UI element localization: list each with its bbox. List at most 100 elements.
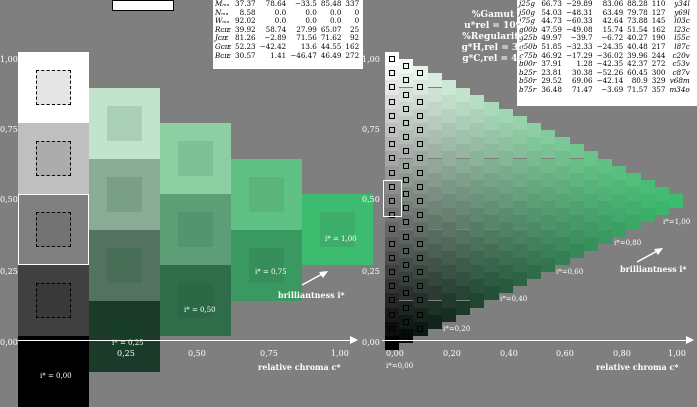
color-sample-inner bbox=[107, 105, 142, 141]
table-cell: 88.28 bbox=[627, 0, 648, 8]
dashed-marker bbox=[417, 325, 424, 332]
table-cell: 23.81 bbox=[541, 67, 562, 77]
triangle-color-cell bbox=[427, 115, 442, 131]
color-sample-inner bbox=[107, 176, 142, 212]
table-cell: 0.0 bbox=[329, 16, 342, 26]
table-cell: 162 bbox=[651, 24, 666, 34]
dashed-marker bbox=[389, 198, 395, 204]
table-cell: 329 bbox=[651, 76, 666, 86]
dashed-marker bbox=[403, 205, 410, 212]
table-cell: 71.47 bbox=[571, 84, 593, 94]
triangle-color-cell bbox=[385, 222, 400, 237]
triangle-color-cell bbox=[413, 179, 428, 194]
table-cell: 8.58 bbox=[239, 7, 256, 17]
triangle-color-cell bbox=[427, 144, 442, 159]
triangle-color-cell bbox=[654, 186, 669, 202]
table-cell: 66.73 bbox=[541, 0, 562, 8]
triangle-color-cell bbox=[427, 257, 442, 273]
right-y-tick-050: 0,50 bbox=[362, 195, 380, 204]
left-x-tick-025: 0,25 bbox=[117, 349, 135, 358]
triangle-color-cell bbox=[512, 115, 527, 131]
g-crel-value: g*C,rel = 40 bbox=[462, 54, 524, 64]
color-sample-inner bbox=[178, 141, 213, 176]
table-cell: j75g bbox=[519, 16, 535, 26]
table-row: Gᴄɪᴇ 52.23 −42.42 13.6 44.55 162 bbox=[213, 41, 361, 52]
table-cell: −60.33 bbox=[565, 16, 593, 26]
dashed-marker bbox=[403, 233, 410, 240]
triangle-color-cell bbox=[441, 265, 456, 280]
table-cell: 83.06 bbox=[602, 0, 624, 8]
dashed-marker bbox=[389, 325, 395, 332]
triangle-color-cell bbox=[385, 250, 400, 265]
dashed-marker bbox=[389, 183, 395, 190]
triangle-color-cell bbox=[399, 300, 414, 315]
table-row: g25b 49.97 −39.7 −6.72 40.27 190 l55c bbox=[517, 34, 692, 43]
table-cell: 47.59 bbox=[541, 24, 562, 34]
table-cell: 15.74 bbox=[602, 24, 624, 34]
table-cell: 190 bbox=[651, 33, 666, 43]
triangle-color-cell bbox=[441, 179, 456, 194]
triangle-color-cell bbox=[399, 101, 414, 116]
table-cell: 0 bbox=[354, 7, 360, 17]
triangle-color-cell bbox=[456, 101, 471, 116]
right-x-tick-020: 0,20 bbox=[443, 349, 461, 358]
triangle-color-cell bbox=[441, 80, 456, 95]
triangle-color-cell bbox=[598, 172, 613, 187]
triangle-color-cell bbox=[399, 172, 414, 187]
triangle-color-cell bbox=[413, 208, 428, 223]
dashed-marker bbox=[389, 297, 395, 304]
triangle-color-cell bbox=[470, 179, 485, 194]
triangle-color-cell bbox=[427, 286, 442, 301]
color-sample-inner bbox=[178, 212, 213, 247]
triangle-color-cell bbox=[555, 165, 570, 180]
triangle-color-cell bbox=[512, 172, 527, 187]
regularity-label: %Regularity bbox=[462, 32, 524, 42]
dashed-marker bbox=[403, 134, 410, 141]
dashed-marker bbox=[403, 290, 410, 297]
triangle-color-cell bbox=[484, 158, 499, 173]
triangle-color-cell bbox=[427, 87, 442, 102]
triangle-color-cell bbox=[413, 293, 428, 308]
left-brilliantness-label: brilliantness i* bbox=[278, 290, 345, 300]
color-sample-square bbox=[302, 194, 373, 265]
triangle-color-cell bbox=[470, 293, 485, 308]
dashed-marker bbox=[403, 91, 410, 98]
table-cell: −36.02 bbox=[596, 50, 624, 60]
table-cell: −52.26 bbox=[596, 67, 624, 77]
table-cell: 71.56 bbox=[296, 33, 317, 43]
gamut-stats: %Gamut u*rel = 109 %Regularity g*H,rel =… bbox=[454, 10, 532, 65]
table-cell: c87v bbox=[672, 67, 690, 77]
table-cell: 13.6 bbox=[300, 41, 317, 51]
table-cell: c53v bbox=[672, 59, 690, 69]
dashed-marker bbox=[417, 183, 424, 190]
triangle-color-cell bbox=[512, 130, 527, 145]
triangle-color-cell bbox=[427, 243, 442, 258]
table-row: Rᴄɪᴇ 39.92 58.74 27.99 65.07 25 bbox=[213, 24, 361, 35]
table-cell: 25 bbox=[349, 24, 360, 34]
table-cell: −42.35 bbox=[596, 59, 624, 69]
left-x-axis bbox=[18, 340, 353, 341]
table-cell: 357 bbox=[651, 84, 666, 94]
triangle-color-cell bbox=[427, 229, 442, 244]
triangle-color-cell bbox=[484, 257, 499, 273]
triangle-color-cell bbox=[441, 250, 456, 265]
triangle-color-cell bbox=[541, 144, 556, 159]
triangle-color-cell bbox=[527, 137, 542, 152]
triangle-color-cell bbox=[456, 257, 471, 273]
dashed-marker bbox=[403, 148, 410, 155]
triangle-color-cell bbox=[569, 215, 584, 230]
right-x-tick-060: 0,60 bbox=[556, 349, 574, 358]
triangle-color-cell bbox=[413, 222, 428, 237]
table-cell: j50g bbox=[519, 7, 535, 17]
table-cell: 78.64 bbox=[265, 0, 287, 8]
triangle-color-cell bbox=[385, 80, 400, 95]
triangle-color-cell bbox=[626, 215, 641, 230]
triangle-color-cell bbox=[583, 208, 598, 223]
triangle-color-cell bbox=[399, 314, 414, 329]
dashed-marker bbox=[389, 311, 395, 318]
triangle-color-cell bbox=[555, 194, 570, 209]
table-cell: −24.35 bbox=[596, 41, 624, 51]
triangle-color-cell bbox=[498, 165, 513, 180]
table-cell: j25g bbox=[519, 0, 535, 8]
dashed-marker bbox=[389, 155, 395, 162]
